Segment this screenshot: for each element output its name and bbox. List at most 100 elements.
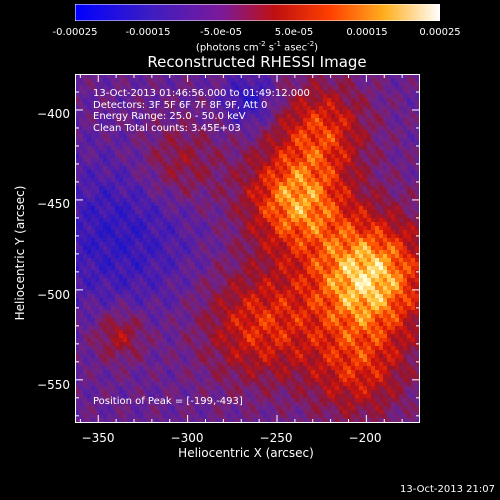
heatmap-cell — [187, 246, 191, 250]
heatmap-cell — [219, 134, 223, 138]
heatmap-cell — [255, 234, 259, 238]
heatmap-cell — [295, 210, 299, 214]
heatmap-cell — [163, 106, 167, 110]
heatmap-cell — [131, 118, 135, 122]
heatmap-cell — [327, 174, 331, 178]
heatmap-cell — [319, 174, 323, 178]
heatmap-cell — [355, 146, 359, 150]
heatmap-cell — [227, 74, 231, 78]
heatmap-cell — [179, 102, 183, 106]
heatmap-cell — [79, 222, 83, 226]
heatmap-cell — [235, 290, 239, 294]
heatmap-cell — [235, 174, 239, 178]
heatmap-cell — [187, 290, 191, 294]
heatmap-cell — [267, 282, 271, 286]
heatmap-cell — [211, 298, 215, 302]
heatmap-cell — [87, 242, 91, 246]
heatmap-cell — [127, 254, 131, 258]
heatmap-cell — [167, 158, 171, 162]
heatmap-cell — [407, 102, 411, 106]
heatmap-cell — [163, 278, 167, 282]
heatmap-cell — [203, 290, 207, 294]
heatmap-cell — [167, 186, 171, 190]
heatmap-cell — [251, 98, 255, 102]
heatmap-cell — [103, 102, 107, 106]
heatmap-cell — [139, 122, 143, 126]
heatmap-cell — [403, 210, 407, 214]
heatmap-cell — [271, 222, 275, 226]
heatmap-cell — [163, 126, 167, 130]
heatmap-cell — [159, 134, 163, 138]
heatmap-cell — [375, 118, 379, 122]
heatmap-cell — [299, 290, 303, 294]
heatmap-cell — [183, 150, 187, 154]
heatmap-cell — [315, 102, 319, 106]
heatmap-cell — [115, 174, 119, 178]
heatmap-cell — [91, 142, 95, 146]
heatmap-cell — [131, 74, 135, 78]
heatmap-cell — [403, 114, 407, 118]
heatmap-cell — [179, 210, 183, 214]
heatmap-cell — [371, 134, 375, 138]
heatmap-cell — [215, 122, 219, 126]
heatmap-cell — [251, 186, 255, 190]
heatmap-cell — [415, 258, 419, 262]
heatmap-cell — [323, 126, 327, 130]
heatmap-cell — [83, 154, 87, 158]
heatmap-cell — [199, 198, 203, 202]
heatmap-cell — [111, 230, 115, 234]
heatmap-cell — [159, 122, 163, 126]
heatmap-cell — [75, 110, 79, 114]
heatmap-cell — [227, 82, 231, 86]
heatmap-cell — [251, 258, 255, 262]
heatmap-cell — [391, 250, 395, 254]
heatmap-cell — [111, 146, 115, 150]
heatmap-cell — [159, 170, 163, 174]
heatmap-cell — [111, 226, 115, 230]
heatmap-cell — [271, 98, 275, 102]
heatmap-cell — [219, 246, 223, 250]
heatmap-cell — [155, 130, 159, 134]
heatmap-cell — [283, 86, 287, 90]
heatmap-cell — [291, 194, 295, 198]
heatmap-cell — [287, 222, 291, 226]
heatmap-cell — [403, 298, 407, 302]
heatmap-cell — [391, 230, 395, 234]
heatmap-cell — [347, 246, 351, 250]
heatmap-cell — [147, 94, 151, 98]
heatmap-cell — [131, 258, 135, 262]
heatmap-cell — [307, 110, 311, 114]
heatmap-cell — [119, 94, 123, 98]
heatmap-cell — [411, 126, 415, 130]
heatmap-cell — [115, 290, 119, 294]
heatmap-cell — [75, 98, 79, 102]
heatmap-cell — [227, 118, 231, 122]
heatmap-cell — [275, 286, 279, 290]
heatmap-cell — [83, 134, 87, 138]
heatmap-cell — [215, 166, 219, 170]
heatmap-cell — [271, 138, 275, 142]
heatmap-cell — [271, 170, 275, 174]
heatmap-cell — [179, 230, 183, 234]
heatmap-cell — [323, 154, 327, 158]
heatmap-cell — [359, 98, 363, 102]
heatmap-cell — [263, 138, 267, 142]
heatmap-cell — [115, 106, 119, 110]
heatmap-cell — [339, 294, 343, 298]
heatmap-cell — [263, 194, 267, 198]
heatmap-cell — [235, 82, 239, 86]
heatmap-cell — [171, 162, 175, 166]
heatmap-cell — [99, 190, 103, 194]
heatmap-cell — [347, 138, 351, 142]
heatmap-cell — [223, 182, 227, 186]
heatmap-cell — [307, 234, 311, 238]
heatmap-cell — [191, 106, 195, 110]
heatmap-cell — [107, 294, 111, 298]
heatmap-cell — [227, 230, 231, 234]
heatmap-cell — [247, 154, 251, 158]
heatmap-cell — [335, 278, 339, 282]
heatmap-cell — [399, 210, 403, 214]
heatmap-cell — [155, 262, 159, 266]
heatmap-cell — [95, 274, 99, 278]
heatmap-cell — [179, 134, 183, 138]
